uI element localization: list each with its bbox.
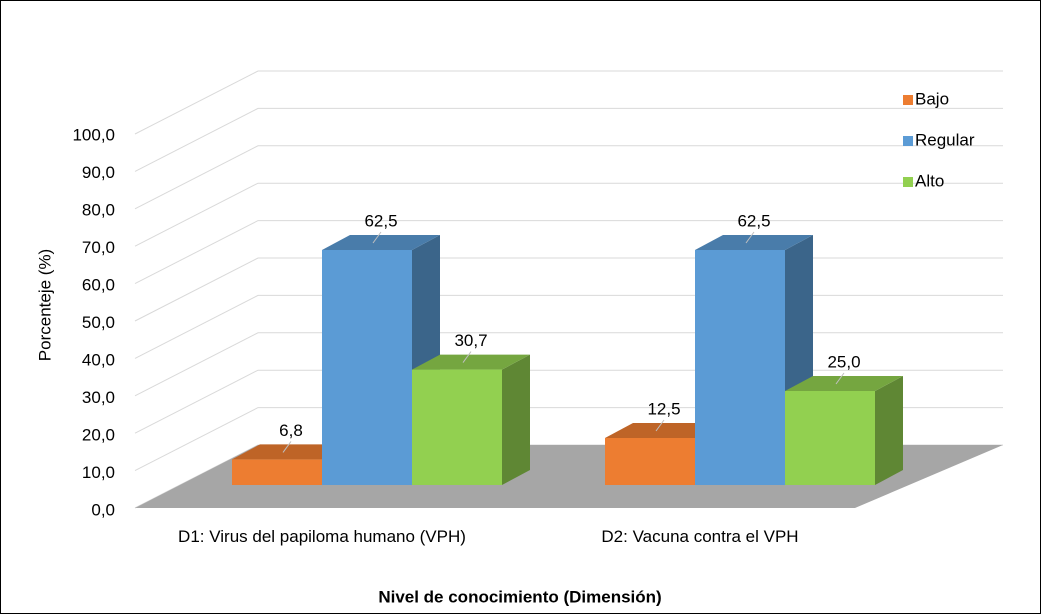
bar-side <box>875 376 903 485</box>
legend-label: Bajo <box>915 89 949 108</box>
y-tick-label: 10,0 <box>82 463 115 482</box>
bar <box>785 391 875 485</box>
x-tick-label: D2: Vacuna contra el VPH <box>601 527 799 546</box>
y-tick-label: 30,0 <box>82 388 115 407</box>
grid-line <box>134 182 1003 247</box>
data-label: 62,5 <box>737 211 770 230</box>
leader-line <box>372 231 382 244</box>
y-tick-label: 90,0 <box>82 163 115 182</box>
bar-side <box>502 354 530 485</box>
bar-top <box>695 235 813 250</box>
bar <box>605 438 695 485</box>
data-label: 12,5 <box>647 399 680 418</box>
legend-swatch <box>903 95 913 105</box>
grid-line <box>134 70 1003 135</box>
y-tick-label: 0,0 <box>91 500 115 519</box>
grid-line <box>134 145 1003 210</box>
data-label: 30,7 <box>454 331 487 350</box>
y-axis-title: Porcenteje (%) <box>35 249 54 361</box>
legend-swatch <box>903 136 913 146</box>
y-tick-label: 80,0 <box>82 200 115 219</box>
bar <box>232 459 322 485</box>
bar-top <box>232 444 350 460</box>
x-axis-title: Nivel de conocimiento (Dimensión) <box>378 587 661 606</box>
y-tick-label: 20,0 <box>82 425 115 444</box>
grid-line <box>134 220 1003 285</box>
y-tick-label: 70,0 <box>82 238 115 257</box>
y-tick-label: 60,0 <box>82 275 115 294</box>
bar <box>322 250 412 485</box>
leader-line <box>655 419 665 432</box>
leader-line <box>462 351 472 363</box>
bar <box>695 250 785 485</box>
y-tick-label: 40,0 <box>82 350 115 369</box>
y-tick-label: 50,0 <box>82 313 115 332</box>
data-label: 62,5 <box>364 211 397 230</box>
bar-top <box>605 423 723 438</box>
leader-line <box>282 441 292 453</box>
grid-line <box>134 107 1003 172</box>
bar-top <box>785 376 903 391</box>
data-label: 25,0 <box>827 352 860 371</box>
bar-top <box>412 354 530 370</box>
legend-label: Regular <box>915 130 975 149</box>
legend-label: Alto <box>915 171 944 190</box>
bar <box>412 369 502 485</box>
bar-top <box>322 235 440 250</box>
y-tick-label: 100,0 <box>72 125 115 144</box>
data-label: 6,8 <box>279 421 303 440</box>
legend-swatch <box>903 177 913 187</box>
leader-line <box>835 372 845 385</box>
leader-line <box>745 231 755 244</box>
x-tick-label: D1: Virus del papiloma humano (VPH) <box>178 527 466 546</box>
